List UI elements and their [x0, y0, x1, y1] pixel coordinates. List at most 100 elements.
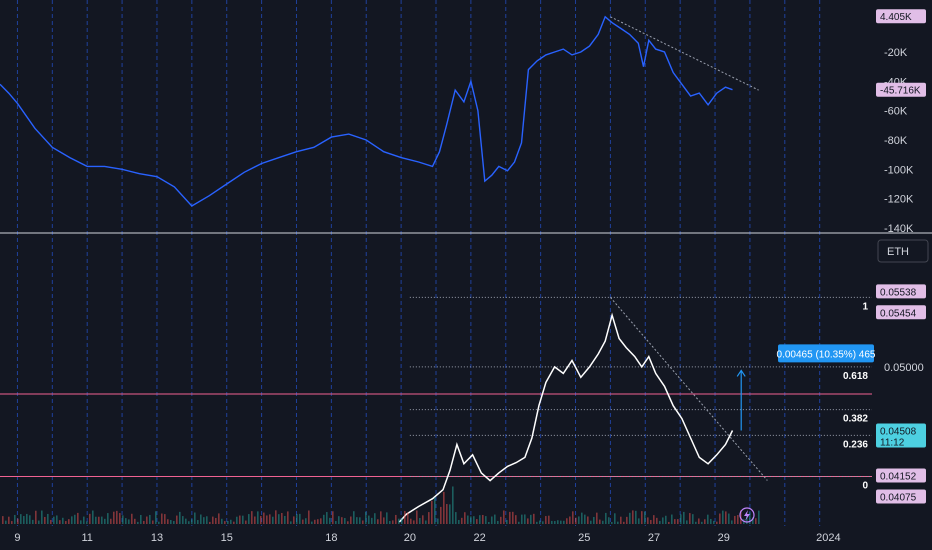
volume-bar — [746, 513, 748, 524]
volume-bar — [557, 520, 559, 524]
volume-bar — [617, 521, 619, 524]
volume-bar — [83, 516, 85, 524]
price-tag-label: -45.716K — [880, 86, 921, 97]
volume-bar — [221, 518, 223, 524]
volume-bar — [632, 510, 634, 524]
volume-bar — [620, 516, 622, 524]
volume-bar — [536, 521, 538, 524]
x-tick-label: 25 — [578, 532, 590, 544]
volume-bar — [584, 514, 586, 524]
volume-bar — [125, 518, 127, 524]
trendline[interactable] — [610, 297, 768, 481]
volume-bar — [269, 514, 271, 524]
x-tick-label: 13 — [151, 532, 163, 544]
volume-bar — [491, 516, 493, 524]
volume-bar — [716, 521, 718, 524]
volume-bar — [551, 520, 553, 524]
symbol-label-box[interactable]: ETH — [877, 239, 929, 263]
price-pane[interactable]: 1 0.618 0.382 0.236 0 0.05000 0.00465 (10.35%)… — [0, 284, 926, 523]
measure-tool[interactable]: 0.00465 (10.35%) 465 — [736, 344, 876, 431]
volume-bar — [467, 515, 469, 524]
price-tag: 0.05454 — [876, 305, 926, 320]
volume-bar — [146, 516, 148, 524]
volume-bar — [122, 515, 124, 524]
volume-bar — [512, 511, 514, 524]
volume-bar — [68, 519, 70, 524]
volume-bar — [437, 518, 439, 524]
volume-bar — [11, 521, 13, 524]
volume-bar — [404, 510, 406, 524]
volume-bar — [461, 517, 463, 524]
volume-bar — [266, 515, 268, 524]
series-line[interactable] — [0, 15, 733, 207]
volume-bar — [149, 514, 151, 524]
volume-bar — [386, 512, 388, 524]
volume-bar — [257, 511, 259, 524]
volume-bar — [359, 517, 361, 524]
volume-bar — [356, 517, 358, 524]
volume-bar — [440, 506, 442, 524]
volume-bar — [653, 515, 655, 524]
volume-bar — [692, 514, 694, 524]
volume-bar — [383, 517, 385, 524]
volume-bar — [38, 520, 40, 524]
volume-bar — [380, 511, 382, 524]
volume-bar — [665, 515, 667, 524]
volume-bar — [14, 514, 16, 524]
lightning-icon[interactable] — [739, 507, 755, 523]
volume-bar — [74, 514, 76, 524]
volume-bar — [5, 520, 7, 524]
volume-bar — [200, 514, 202, 524]
price-line[interactable] — [398, 312, 734, 523]
volume-bar — [500, 516, 502, 524]
volume-bar — [563, 520, 565, 524]
volume-bar — [611, 521, 613, 524]
volume-bar — [713, 520, 715, 524]
trendline[interactable] — [610, 16, 759, 91]
volume-bar — [134, 518, 136, 524]
volume-bar — [320, 518, 322, 524]
volume-bar — [86, 521, 88, 524]
volume-bar — [428, 512, 430, 524]
volume-bar — [479, 515, 481, 524]
volume-bar — [155, 511, 157, 524]
volume-bar — [251, 511, 253, 524]
x-tick-label: 15 — [221, 532, 233, 544]
price-tag-label: 4.405K — [880, 12, 912, 23]
volume-bar — [41, 510, 43, 524]
volume-bar — [506, 519, 508, 524]
volume-bar — [245, 520, 247, 524]
volume-bar — [104, 518, 106, 524]
volume-bar — [527, 518, 529, 524]
volume-bar — [683, 511, 685, 524]
volume-bar — [734, 515, 736, 524]
volume-bar — [719, 513, 721, 524]
volume-bar — [335, 520, 337, 524]
volume-bar — [224, 521, 226, 524]
volume-bar — [185, 518, 187, 524]
volume-bar — [728, 513, 730, 524]
volume-bar — [398, 518, 400, 524]
volume-bar — [107, 513, 109, 524]
volume-bar — [260, 516, 262, 524]
y-tick-label: -100K — [884, 164, 914, 176]
volume-bar — [701, 521, 703, 524]
volume-bar — [488, 521, 490, 524]
volume-bar — [173, 521, 175, 524]
volume-bar — [401, 518, 403, 524]
volume-bar — [470, 516, 472, 524]
volume-bar — [581, 512, 583, 524]
x-tick-label: 22 — [473, 532, 485, 544]
indicator-pane[interactable]: -20K-40K-60K-80K-100K-120K-140K4.405K-45… — [0, 9, 926, 235]
volume-bar — [179, 511, 181, 524]
volume-bar — [311, 521, 313, 524]
volume-bar — [263, 512, 265, 524]
fib-level-label: 0.382 — [843, 414, 868, 425]
volume-bar — [101, 516, 103, 524]
volume-bar — [341, 517, 343, 524]
volume-bar — [287, 511, 289, 524]
time-axis[interactable]: 9 11 13 15 18 20 22 25 27 29 2024 — [0, 526, 932, 550]
price-tag: 4.405K — [876, 9, 926, 24]
volume-bar — [497, 520, 499, 524]
